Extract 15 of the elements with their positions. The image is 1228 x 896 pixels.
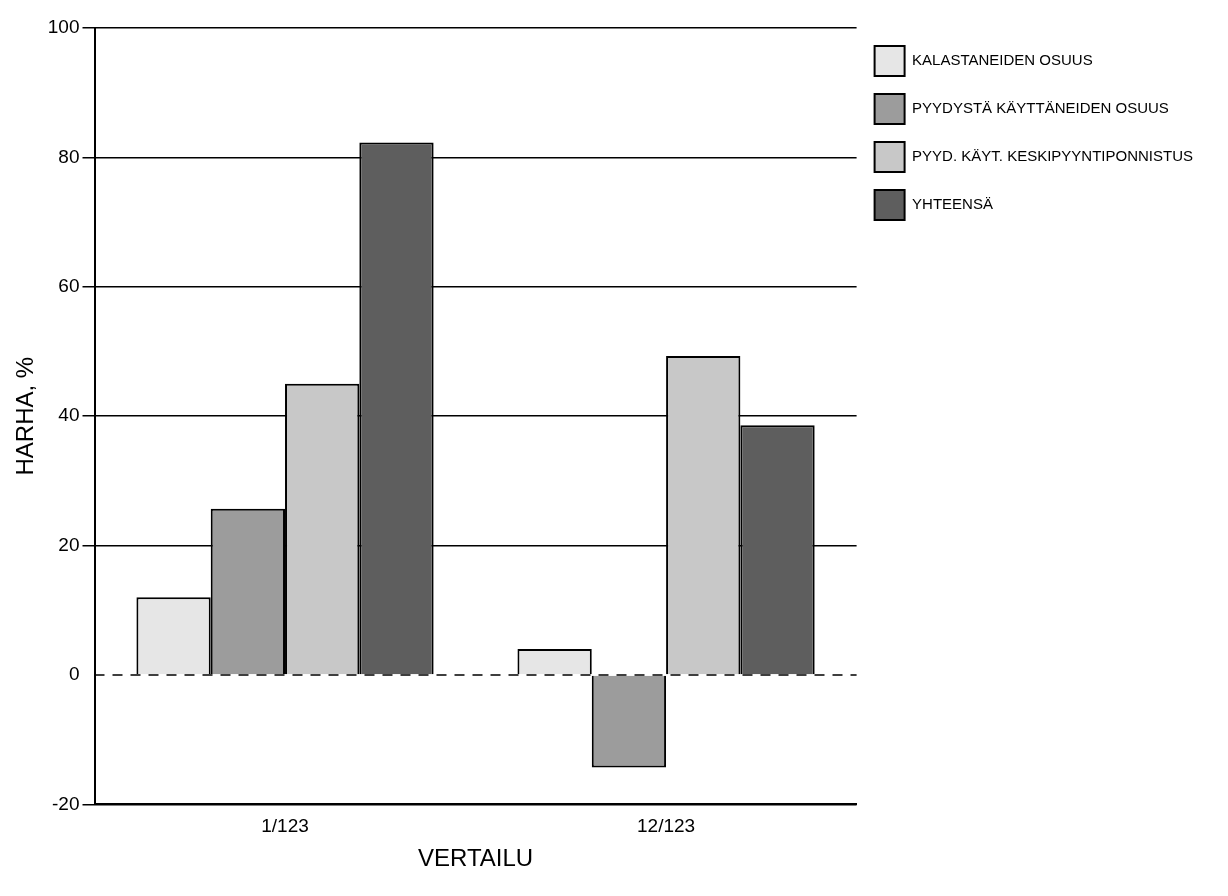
- x-tick-label: 12/123: [637, 815, 696, 837]
- y-tick-label: 80: [58, 145, 80, 167]
- y-tick-label: 60: [58, 275, 80, 297]
- legend-label: PYYD. KÄYT. KESKIPYYNTIPONNISTUS: [912, 147, 1193, 165]
- y-tick-label: -20: [52, 792, 80, 814]
- y-tick-label: 0: [68, 663, 80, 685]
- x-axis-title: VERTAILU: [417, 844, 534, 872]
- y-axis-title: HARHA, %: [11, 356, 39, 476]
- legend-label: YHTEENSÄ: [912, 195, 993, 213]
- y-tick-label: 40: [58, 404, 80, 426]
- legend-label: PYYDYSTÄ KÄYTTÄNEIDEN OSUUS: [912, 99, 1169, 117]
- x-tick-label: 1/123: [261, 815, 309, 837]
- y-tick-label: 100: [47, 16, 80, 38]
- y-tick-label: 20: [58, 533, 80, 555]
- legend-label: KALASTANEIDEN OSUUS: [912, 51, 1093, 69]
